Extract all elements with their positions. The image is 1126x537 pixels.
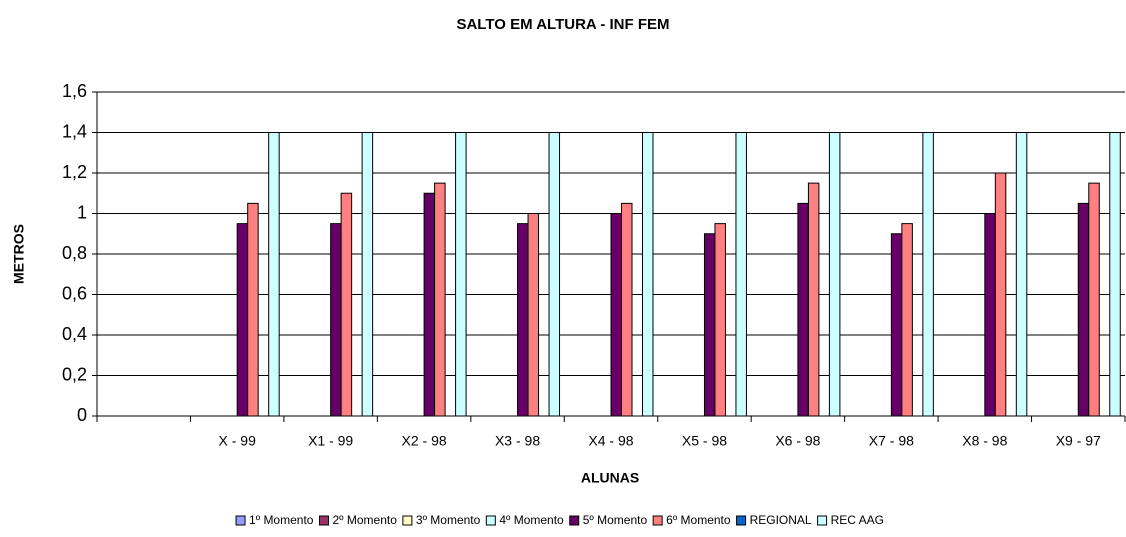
bar <box>434 182 446 417</box>
legend-label: 1º Momento <box>249 513 314 527</box>
bar <box>527 213 540 417</box>
bar <box>330 223 342 417</box>
legend-swatch <box>318 515 329 526</box>
legend-label: 4º Momento <box>499 513 564 527</box>
bar <box>340 192 353 417</box>
chart-title: SALTO EM ALTURA - INF FEM <box>456 16 669 33</box>
x-tick-label: X9 - 97 <box>1056 433 1101 449</box>
legend-swatch <box>235 515 246 526</box>
legend-label: 5º Momento <box>583 513 648 527</box>
legend-label: REC AAG <box>831 513 884 527</box>
bar <box>423 192 436 417</box>
bar <box>361 132 374 417</box>
bar <box>1015 132 1028 417</box>
legend-swatch <box>652 515 663 526</box>
bar <box>703 233 716 417</box>
x-tick-label: X8 - 98 <box>962 433 1007 449</box>
y-tick-label: 0 <box>77 405 87 425</box>
legend-swatch <box>569 515 580 526</box>
bar <box>642 132 654 417</box>
x-tick-label: X6 - 98 <box>775 433 820 449</box>
bar <box>1077 202 1090 417</box>
y-tick-label: 1,6 <box>62 81 87 101</box>
bar <box>1088 182 1100 417</box>
legend-swatch <box>817 515 828 526</box>
y-tick-label: 0,8 <box>62 243 87 263</box>
x-tick-label: X2 - 98 <box>402 433 447 449</box>
bar <box>901 223 913 417</box>
y-tick-label: 0,2 <box>62 364 87 384</box>
legend: 1º Momento 2º Momento 3º Momento 4º Momento… <box>235 513 884 527</box>
legend-swatch <box>402 515 413 526</box>
x-tick-label: X - 99 <box>219 433 257 449</box>
y-tick-label: 1,2 <box>62 162 87 182</box>
bar <box>714 223 726 417</box>
legend-label: REGIONAL <box>750 513 812 527</box>
bar <box>735 132 747 417</box>
x-tick-label: X7 - 98 <box>869 433 914 449</box>
bar <box>922 132 934 417</box>
y-axis-label: METROS <box>11 224 27 284</box>
bar <box>890 233 903 417</box>
x-tick-label: X1 - 99 <box>308 433 353 449</box>
bar <box>621 202 633 417</box>
bar <box>828 132 841 417</box>
bar <box>984 213 996 417</box>
bar <box>548 132 561 417</box>
legend-label: 6º Momento <box>666 513 731 527</box>
legend-label: 3º Momento <box>416 513 481 527</box>
bar <box>247 202 259 417</box>
x-tick-label: X3 - 98 <box>495 433 540 449</box>
bar <box>610 213 622 417</box>
bar <box>1109 132 1121 417</box>
legend-swatch <box>485 515 496 526</box>
legend-label: 2º Momento <box>332 513 397 527</box>
bar <box>517 223 529 417</box>
legend-swatch <box>736 515 747 526</box>
x-axis-label: ALUNAS <box>581 470 639 486</box>
bar <box>236 223 249 417</box>
x-tick-label: X4 - 98 <box>588 433 633 449</box>
y-tick-label: 0,4 <box>62 324 87 344</box>
y-tick-label: 1 <box>77 202 87 222</box>
bar <box>455 132 467 417</box>
bar <box>268 132 280 417</box>
bar <box>797 202 809 417</box>
y-tick-label: 0,6 <box>62 283 87 303</box>
y-tick-label: 1,4 <box>62 121 87 141</box>
bar <box>994 172 1007 417</box>
x-tick-label: X5 - 98 <box>682 433 727 449</box>
bar <box>807 182 820 417</box>
